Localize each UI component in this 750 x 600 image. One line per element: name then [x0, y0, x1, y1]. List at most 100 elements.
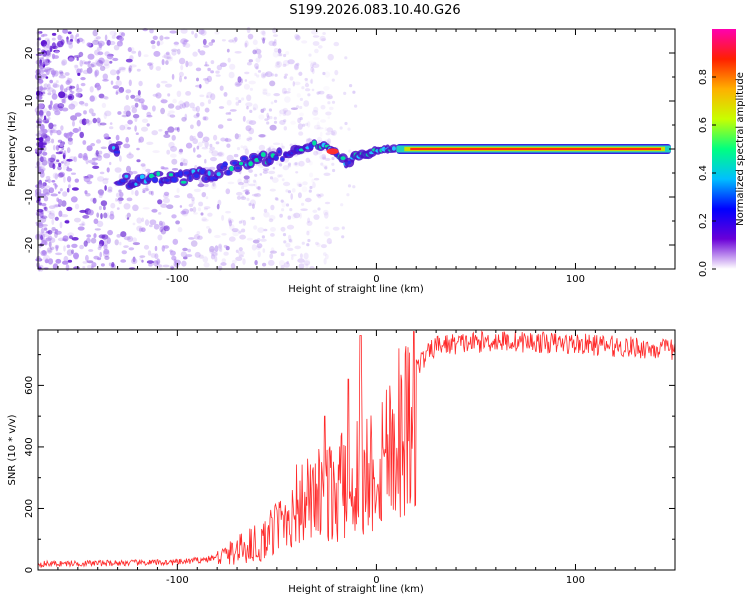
- noise-blob: [282, 63, 287, 67]
- noise-blob: [102, 79, 109, 82]
- noise-blob: [90, 62, 97, 68]
- noise-blob: [301, 40, 308, 44]
- noise-blob: [164, 36, 170, 40]
- noise-blob: [265, 72, 269, 76]
- noise-blob: [40, 234, 43, 241]
- noise-blob: [347, 184, 352, 188]
- noise-blob: [238, 220, 242, 224]
- noise-blob: [103, 177, 110, 181]
- noise-blob: [54, 184, 59, 188]
- noise-blob: [166, 149, 171, 155]
- noise-blob: [297, 72, 303, 76]
- noise-blob: [262, 88, 268, 91]
- noise-blob: [225, 112, 230, 115]
- noise-blob: [277, 53, 281, 57]
- noise-blob: [43, 115, 47, 121]
- noise-blob: [294, 81, 301, 86]
- noise-blob: [179, 75, 182, 83]
- noise-blob: [229, 63, 236, 70]
- noise-blob: [95, 150, 99, 156]
- noise-blob: [116, 75, 120, 81]
- noise-blob: [263, 208, 268, 213]
- y-tick-label: 20: [24, 47, 35, 60]
- noise-blob: [102, 178, 109, 185]
- noise-blob: [47, 83, 51, 90]
- noise-blob: [182, 247, 188, 252]
- noise-blob: [54, 244, 60, 249]
- noise-blob: [132, 114, 140, 119]
- noise-blob: [167, 103, 175, 109]
- noise-blob: [90, 143, 96, 147]
- noise-blob: [48, 212, 55, 219]
- noise-blob: [255, 48, 262, 55]
- snr-y-axis-label: SNR (10 * v/v): [7, 414, 18, 485]
- noise-blob: [193, 114, 200, 119]
- noise-blob: [250, 216, 254, 220]
- noise-blob: [260, 238, 267, 242]
- track-blob-core: [134, 182, 138, 186]
- noise-blob: [98, 57, 105, 64]
- noise-blob: [324, 127, 328, 132]
- noise-blob: [319, 193, 324, 197]
- noise-blob: [147, 62, 154, 65]
- noise-blob: [181, 260, 187, 267]
- noise-blob: [246, 26, 251, 34]
- noise-blob: [109, 69, 117, 76]
- noise-blob: [227, 181, 235, 185]
- noise-blob: [115, 134, 120, 141]
- noise-blob: [201, 217, 207, 222]
- noise-blob: [66, 158, 73, 162]
- noise-blob: [131, 170, 138, 175]
- y-tick-label: 10: [24, 95, 35, 108]
- noise-blob: [106, 167, 110, 173]
- noise-blob: [344, 56, 348, 60]
- y-tick-label: 400: [24, 437, 35, 456]
- noise-blob: [169, 249, 173, 253]
- noise-blob: [217, 151, 225, 158]
- track-blob-core: [180, 180, 187, 184]
- noise-blob: [35, 120, 42, 124]
- noise-blob: [125, 89, 132, 94]
- noise-blob: [63, 150, 67, 156]
- noise-blob: [343, 91, 347, 95]
- noise-blob: [141, 164, 147, 170]
- noise-blob: [237, 136, 241, 140]
- track-blob-core: [340, 156, 346, 161]
- noise-blob: [197, 48, 201, 53]
- colorbar-tick-label: 0.4: [698, 165, 709, 181]
- noise-blob: [86, 67, 93, 74]
- noise-blob: [115, 192, 121, 198]
- noise-blob: [269, 176, 274, 180]
- noise-blob: [311, 68, 315, 75]
- noise-blob: [43, 227, 48, 231]
- noise-blob: [262, 30, 266, 37]
- noise-blob: [294, 245, 302, 250]
- noise-blob: [103, 205, 106, 211]
- noise-blob: [107, 189, 113, 193]
- noise-blob: [347, 127, 351, 131]
- noise-blob: [106, 39, 111, 46]
- noise-blob: [285, 203, 290, 207]
- noise-blob: [214, 31, 220, 35]
- noise-blob: [199, 94, 205, 98]
- noise-blob: [142, 190, 146, 194]
- noise-blob: [227, 57, 231, 63]
- noise-blob: [320, 162, 324, 166]
- noise-blob: [149, 219, 157, 225]
- noise-blob: [115, 198, 118, 202]
- noise-blob: [42, 151, 48, 156]
- noise-blob: [238, 230, 242, 234]
- track-blob-core: [124, 174, 129, 178]
- noise-blob: [101, 102, 107, 108]
- noise-blob: [211, 183, 217, 190]
- noise-blob: [139, 226, 142, 234]
- noise-blob: [210, 157, 217, 162]
- noise-blob: [201, 140, 205, 144]
- noise-blob: [98, 205, 102, 211]
- noise-blob: [61, 60, 66, 66]
- noise-blob: [178, 100, 184, 107]
- noise-blob: [94, 69, 100, 77]
- noise-blob: [102, 250, 110, 258]
- noise-blob: [282, 107, 288, 113]
- noise-blob: [57, 166, 62, 171]
